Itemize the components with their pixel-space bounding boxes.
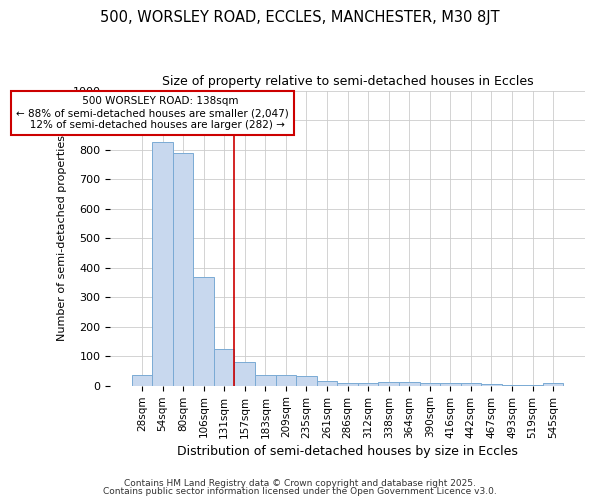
- Bar: [317, 380, 337, 386]
- Y-axis label: Number of semi-detached properties: Number of semi-detached properties: [57, 135, 67, 341]
- Bar: [543, 384, 563, 386]
- Text: 500 WORSLEY ROAD: 138sqm
← 88% of semi-detached houses are smaller (2,047)
   12: 500 WORSLEY ROAD: 138sqm ← 88% of semi-d…: [16, 96, 289, 130]
- Bar: [152, 142, 173, 386]
- Bar: [440, 383, 461, 386]
- Bar: [275, 375, 296, 386]
- Bar: [235, 362, 255, 386]
- Bar: [173, 153, 193, 386]
- Bar: [419, 383, 440, 386]
- Bar: [399, 382, 419, 386]
- Bar: [131, 376, 152, 386]
- Bar: [337, 383, 358, 386]
- Bar: [481, 384, 502, 386]
- Bar: [379, 382, 399, 386]
- Title: Size of property relative to semi-detached houses in Eccles: Size of property relative to semi-detach…: [162, 75, 533, 88]
- Bar: [214, 348, 235, 386]
- Text: 500, WORSLEY ROAD, ECCLES, MANCHESTER, M30 8JT: 500, WORSLEY ROAD, ECCLES, MANCHESTER, M…: [100, 10, 500, 25]
- Bar: [296, 376, 317, 386]
- Text: Contains public sector information licensed under the Open Government Licence v3: Contains public sector information licen…: [103, 487, 497, 496]
- X-axis label: Distribution of semi-detached houses by size in Eccles: Distribution of semi-detached houses by …: [177, 444, 518, 458]
- Bar: [358, 383, 379, 386]
- Bar: [502, 385, 522, 386]
- Bar: [461, 384, 481, 386]
- Text: Contains HM Land Registry data © Crown copyright and database right 2025.: Contains HM Land Registry data © Crown c…: [124, 478, 476, 488]
- Bar: [255, 375, 275, 386]
- Bar: [522, 385, 543, 386]
- Bar: [193, 276, 214, 386]
